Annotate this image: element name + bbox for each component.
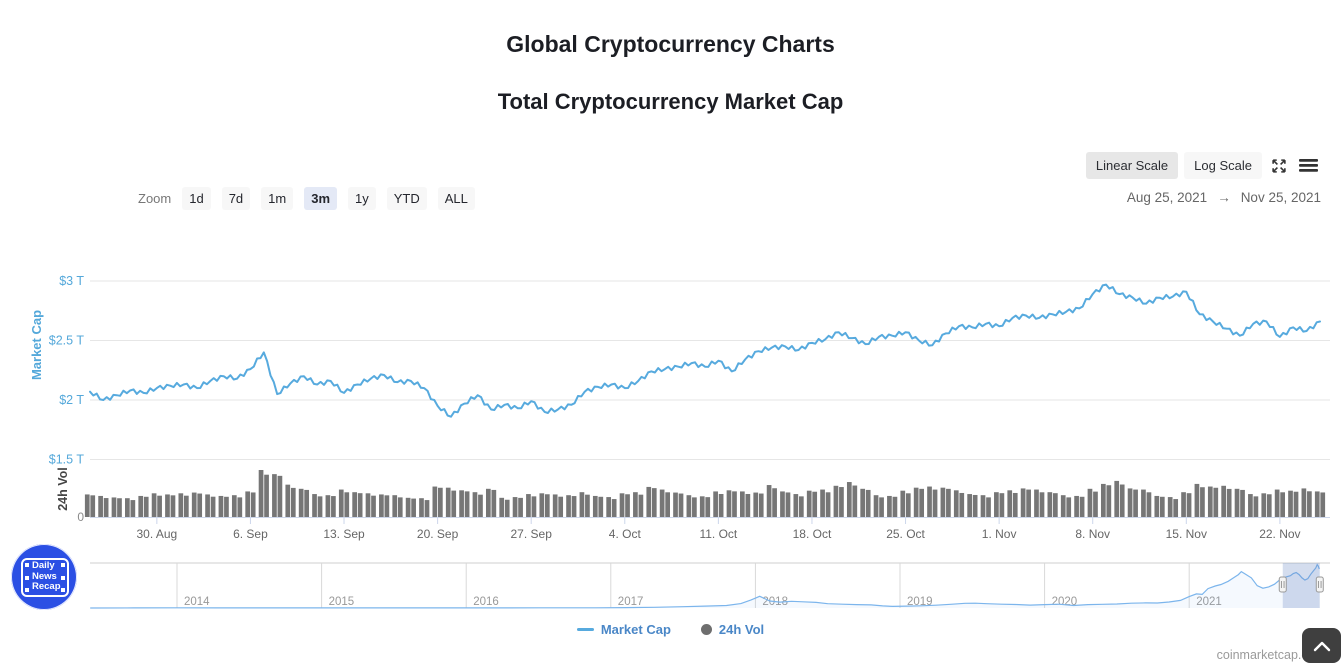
x-tick-label: 6. Sep <box>233 527 268 541</box>
x-tick-label: 13. Sep <box>323 527 365 541</box>
zoom-button-3m[interactable]: 3m <box>304 187 338 210</box>
x-tick-label: 15. Nov <box>1166 527 1207 541</box>
circle-marker-icon <box>700 624 712 635</box>
navigator-series <box>90 563 1320 609</box>
range-arrow: → <box>1217 190 1231 205</box>
zoom-label: Zoom <box>138 191 172 206</box>
navigator-year-label: 2014 <box>184 596 210 608</box>
legend-label: Market Cap <box>600 622 671 637</box>
chart-title: Total Cryptocurrency Market Cap <box>497 89 844 114</box>
navigator-handle-right[interactable] <box>1315 576 1324 593</box>
film-strip-icon: Daily News Recap <box>21 558 69 597</box>
legend-item-market-cap[interactable]: Market Cap <box>576 622 671 637</box>
scroll-to-top-button[interactable] <box>1302 628 1341 663</box>
legend: Market Cap 24h Vol <box>0 622 1341 637</box>
navigator-year-label: 2017 <box>618 596 644 608</box>
y-tick-label: $2.5 T <box>49 334 85 348</box>
page-title: Global Cryptocurrency Charts <box>506 31 835 57</box>
scale-button-linear-scale[interactable]: Linear Scale <box>1085 152 1179 179</box>
x-tick-label: 4. Oct <box>609 527 642 541</box>
y-tick-label: $2 T <box>59 393 84 407</box>
navigator-year-label: 2019 <box>907 596 933 608</box>
x-tick-label: 1. Nov <box>982 527 1017 541</box>
navigator-year-label: 2016 <box>473 596 499 608</box>
scale-controls: Linear Scale Log Scale <box>1085 152 1321 179</box>
watermark: coinmarketcap.com <box>1216 648 1325 662</box>
expand-arrows-icon <box>1272 158 1286 173</box>
market-cap-series <box>89 283 1321 418</box>
zoom-controls: Zoom 1d 7d 1m 3m 1y YTD ALL <box>138 187 475 210</box>
chart-menu-button[interactable] <box>1296 155 1321 176</box>
zoom-button-group: 1d 7d 1m 3m 1y YTD ALL <box>182 187 475 210</box>
x-tick-label: 30. Aug <box>136 527 177 541</box>
x-tick-label: 22. Nov <box>1259 527 1300 541</box>
zoom-button-1d[interactable]: 1d <box>182 187 211 210</box>
x-tick-label: 25. Oct <box>886 527 925 541</box>
zoom-button-all[interactable]: ALL <box>437 187 475 210</box>
zoom-button-1y[interactable]: 1y <box>348 187 376 210</box>
y-tick-label: $1.5 T <box>49 453 85 467</box>
legend-item-24h-vol[interactable]: 24h Vol <box>700 622 765 637</box>
navigator-handle-left[interactable] <box>1278 576 1287 593</box>
navigator-selection[interactable] <box>1282 563 1320 608</box>
range-to-input[interactable]: Nov 25, 2021 <box>1240 190 1321 205</box>
y-tick-label: $3 T <box>59 274 84 288</box>
date-range: Aug 25, 2021 → Nov 25, 2021 <box>1127 190 1321 205</box>
range-from-input[interactable]: Aug 25, 2021 <box>1126 190 1208 205</box>
legend-label: 24h Vol <box>718 622 765 637</box>
market-cap-axis-title: Market Cap <box>29 309 44 381</box>
zoom-button-ytd[interactable]: YTD <box>386 187 427 210</box>
chevron-up-icon <box>1313 641 1330 651</box>
x-tick-label: 18. Oct <box>793 527 832 541</box>
scale-button-group: Linear Scale Log Scale <box>1085 152 1262 179</box>
daily-news-recap-logo[interactable]: Daily News Recap <box>11 544 77 610</box>
x-tick-label: 27. Sep <box>511 527 553 541</box>
volume-axis-title: 24h Vol <box>56 467 70 511</box>
x-tick-label: 20. Sep <box>417 527 459 541</box>
hamburger-icon <box>1299 159 1318 172</box>
navigator-year-label: 2021 <box>1196 596 1222 608</box>
fullscreen-button[interactable] <box>1268 155 1290 177</box>
volume-zero-label: 0 <box>77 510 84 524</box>
line-marker-icon <box>576 628 594 631</box>
scale-button-log-scale[interactable]: Log Scale <box>1184 152 1262 179</box>
logo-text: Daily News Recap <box>32 560 61 592</box>
zoom-button-7d[interactable]: 7d <box>221 187 251 210</box>
x-tick-label: 11. Oct <box>699 527 737 541</box>
x-tick-label: 8. Nov <box>1075 527 1110 541</box>
zoom-button-1m[interactable]: 1m <box>261 187 294 210</box>
navigator-year-label: 2015 <box>329 596 355 608</box>
